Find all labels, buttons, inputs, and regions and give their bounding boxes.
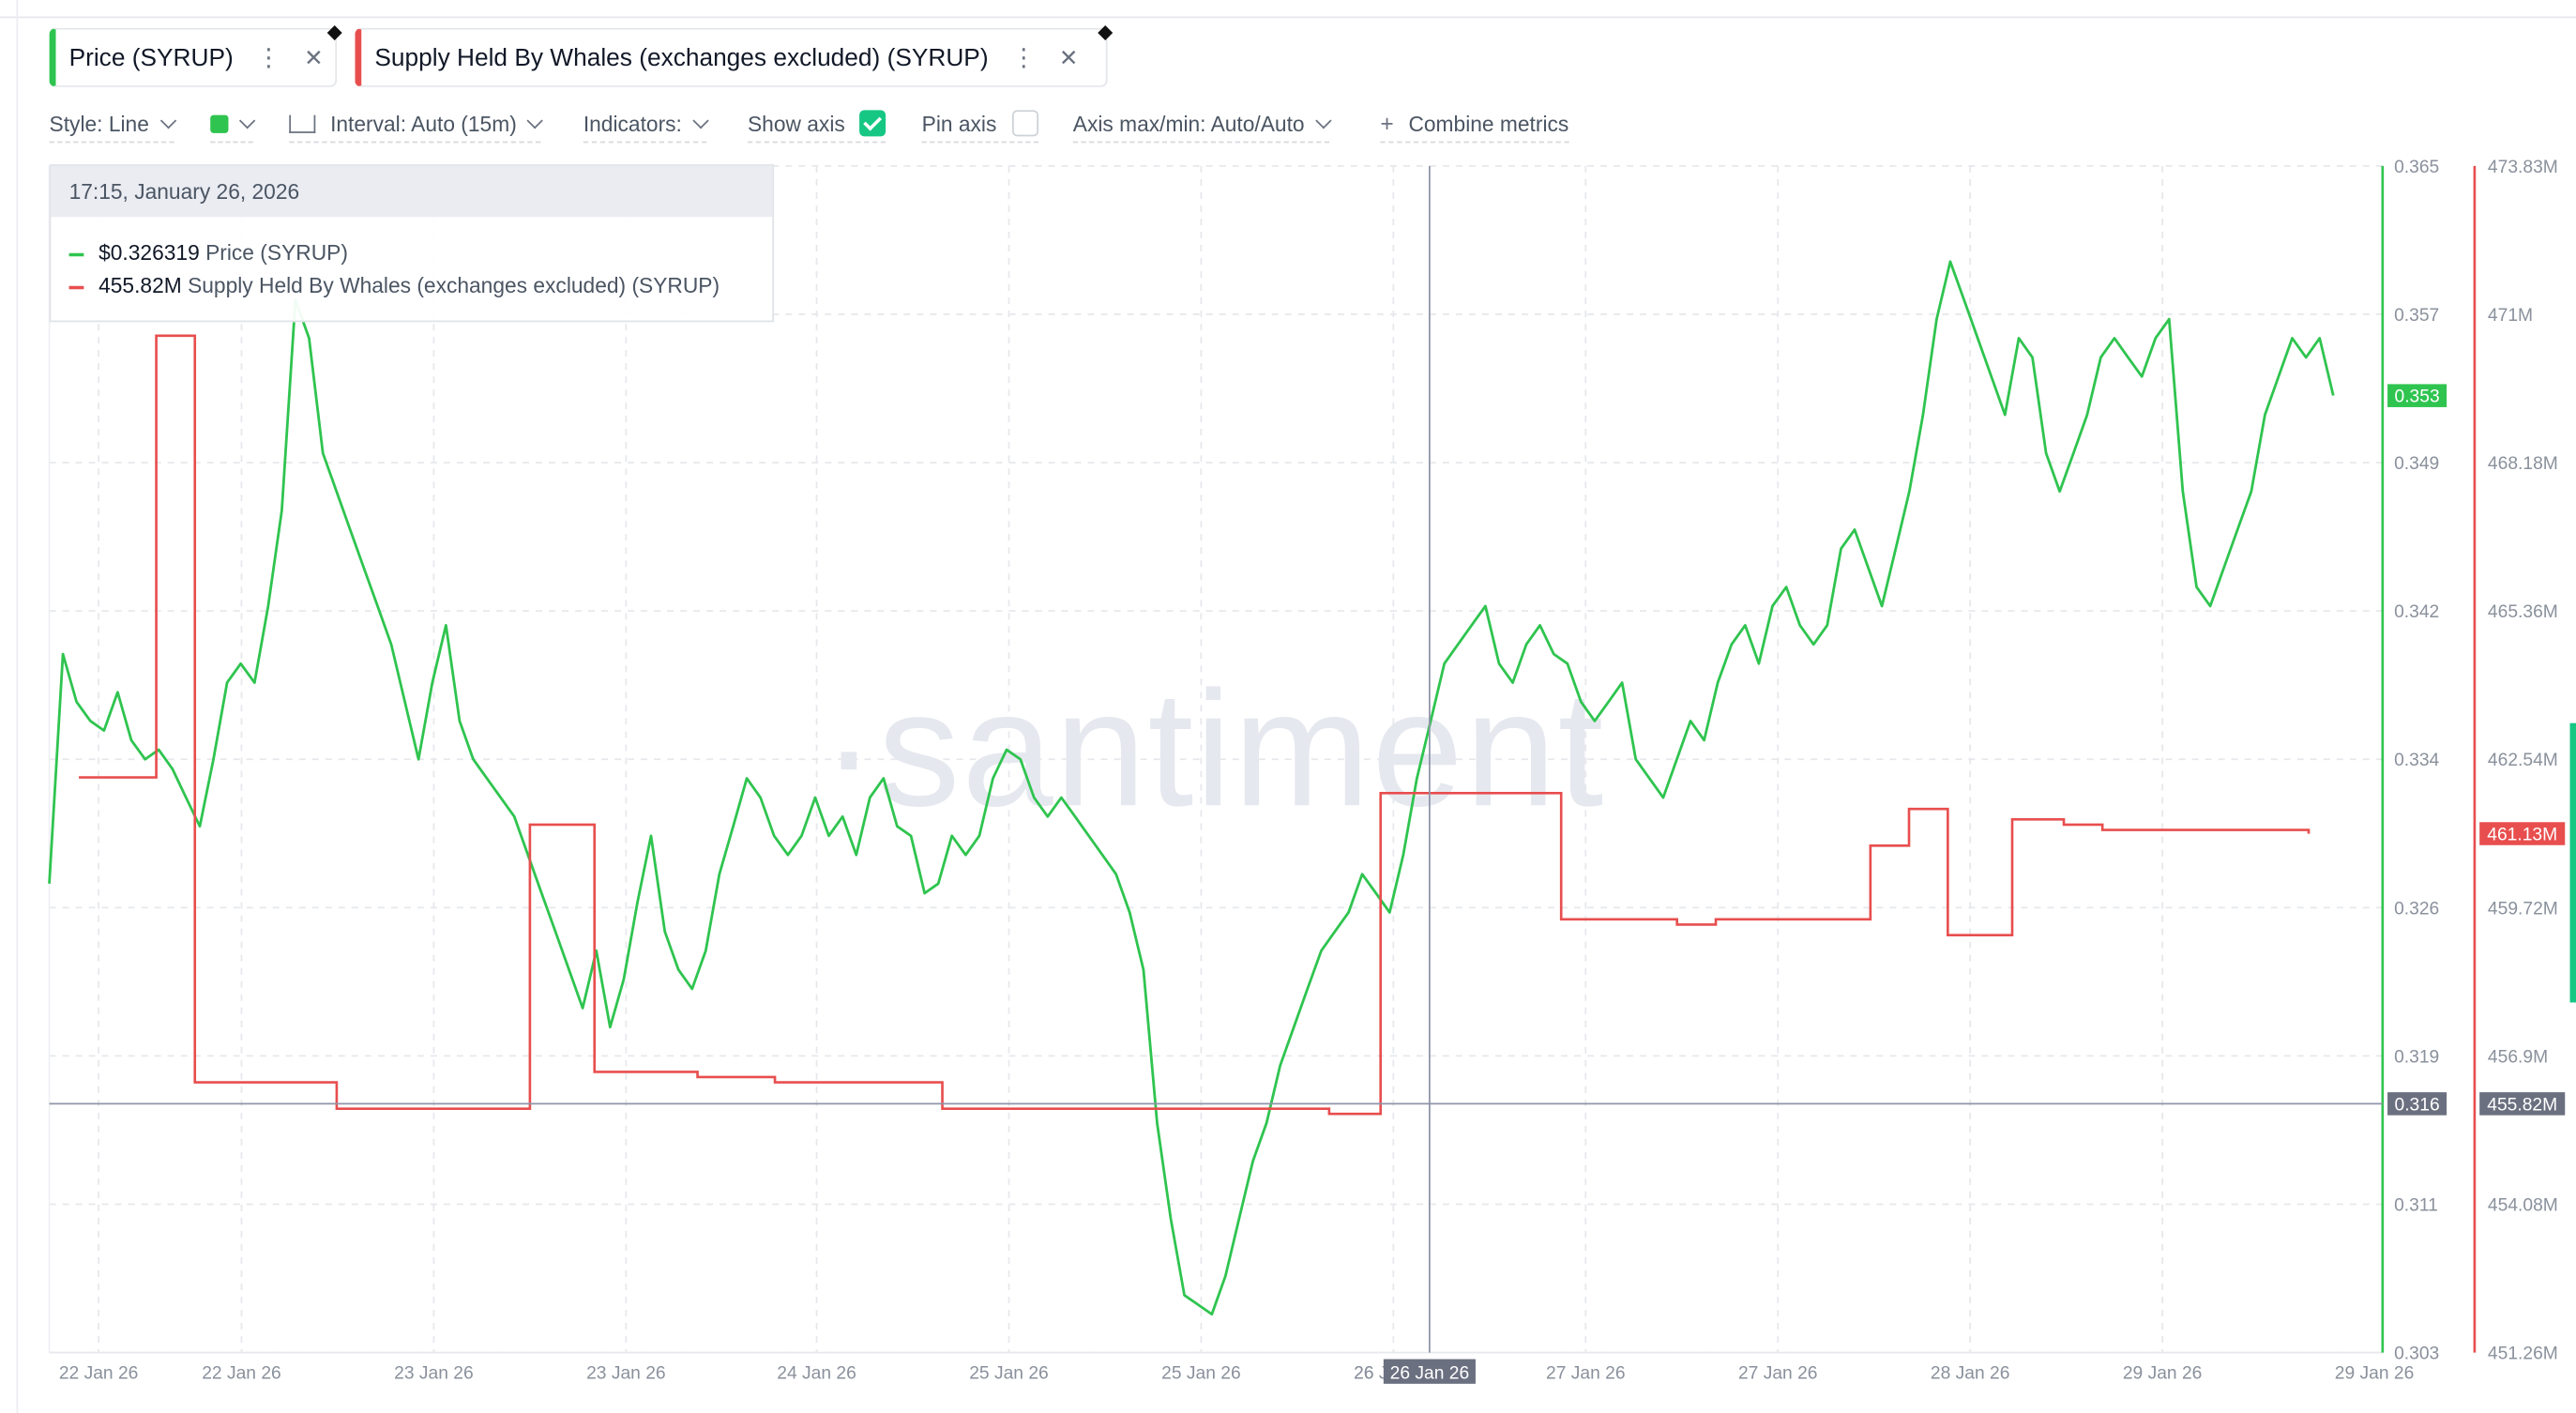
y-right-tick: 462.54M xyxy=(2488,751,2558,770)
ruler-icon xyxy=(289,114,316,133)
tooltip-row-price: $0.326319 Price (SYRUP) xyxy=(68,239,348,266)
plus-icon: + xyxy=(1380,110,1394,137)
show-axis-checkbox[interactable] xyxy=(859,110,886,137)
indicators-label: Indicators: xyxy=(583,111,682,136)
pin-axis-checkbox[interactable] xyxy=(1011,110,1038,137)
indicators-dropdown[interactable]: Indicators: xyxy=(583,105,709,144)
price-series-line xyxy=(48,260,2335,1316)
show-axis-toggle[interactable]: Show axis xyxy=(747,105,886,144)
ethereum-icon: ◆ xyxy=(1098,20,1114,43)
pin-axis-toggle[interactable]: Pin axis xyxy=(921,105,1038,144)
y-left-tick: 0.326 xyxy=(2394,899,2439,919)
pin-axis-label: Pin axis xyxy=(921,111,997,136)
y-left-tick: 0.334 xyxy=(2394,751,2439,770)
y-left-tick: 0.311 xyxy=(2394,1195,2438,1215)
price-last-value: 0.353 xyxy=(2395,387,2440,407)
y-right-tick: 451.26M xyxy=(2488,1345,2558,1364)
x-tick: 27 Jan 26 xyxy=(1738,1364,1818,1384)
x-tick: 23 Jan 26 xyxy=(394,1364,474,1384)
combine-metrics-label: Combine metrics xyxy=(1408,111,1569,136)
hover-tooltip: 17:15, January 26, 2026 $0.326319 Price … xyxy=(49,164,775,323)
x-tick: 28 Jan 26 xyxy=(1931,1364,2010,1384)
interval-label: Interval: Auto (15m) xyxy=(330,111,517,136)
y-left-tick: 0.349 xyxy=(2394,454,2439,474)
crosshair-x-badge xyxy=(1383,1359,1476,1384)
metric-chip-price[interactable]: Price (SYRUP) ⋮ ✕ xyxy=(49,27,338,87)
metric-chip-whales[interactable]: Supply Held By Whales (exchanges exclude… xyxy=(355,27,1108,87)
left-divider xyxy=(16,0,19,1413)
x-tick: 23 Jan 26 xyxy=(586,1364,666,1384)
style-label: Style: Line xyxy=(49,111,149,136)
crosshair-x-label: 26 Jan 26 xyxy=(1390,1364,1470,1384)
tooltip-whales-value: 455.82M xyxy=(98,272,182,298)
y-right-tick: 471M xyxy=(2488,306,2533,326)
x-tick: 29 Jan 26 xyxy=(2123,1364,2203,1384)
crosshair-price-label: 0.316 xyxy=(2395,1095,2440,1115)
color-swatch xyxy=(210,114,229,133)
chart-axes: 0.365 0.357 0.349 0.342 0.334 0.326 0.319 0.311… xyxy=(49,158,2576,1384)
whales-series-line xyxy=(79,334,2311,1116)
axis-maxmin-dropdown[interactable]: Axis max/min: Auto/Auto xyxy=(1072,105,1332,144)
metric-chip-label: Supply Held By Whales (exchanges exclude… xyxy=(374,43,989,72)
crosshair-whales-label: 455.82M xyxy=(2487,1095,2557,1115)
tooltip-time: 17:15, January 26, 2026 xyxy=(51,165,773,218)
x-tick: 25 Jan 26 xyxy=(969,1364,1049,1384)
close-icon[interactable]: ✕ xyxy=(1058,43,1079,70)
whales-legend-dash xyxy=(68,285,84,289)
interval-dropdown[interactable]: Interval: Auto (15m) xyxy=(289,105,544,144)
show-axis-label: Show axis xyxy=(747,111,845,136)
chart-series xyxy=(48,260,2335,1316)
y-right-tick: 456.9M xyxy=(2488,1047,2548,1067)
x-tick: 27 Jan 26 xyxy=(1546,1364,1626,1384)
tooltip-price-value: $0.326319 xyxy=(98,239,200,266)
santiment-watermark: ·santiment xyxy=(822,657,1605,841)
ethereum-icon: ◆ xyxy=(326,20,342,43)
x-tick: 22 Jan 26 xyxy=(59,1364,139,1384)
close-icon[interactable]: ✕ xyxy=(304,43,324,70)
y-right-tick: 473.83M xyxy=(2488,158,2558,177)
crosshair-whales-badge xyxy=(2479,1092,2566,1116)
tooltip-row-whales: 455.82M Supply Held By Whales (exchanges… xyxy=(68,272,720,298)
x-tick: 22 Jan 26 xyxy=(202,1364,281,1384)
y-left-tick: 0.319 xyxy=(2394,1047,2439,1067)
tooltip-price-label: Price (SYRUP) xyxy=(205,239,348,266)
y-left-tick: 0.357 xyxy=(2394,306,2439,326)
side-scroll-indicator xyxy=(2569,722,2576,1003)
y-left-tick: 0.342 xyxy=(2394,602,2439,622)
x-tick: 25 Jan 26 xyxy=(1161,1364,1241,1384)
x-tick-partial: 26 xyxy=(1354,1364,1373,1384)
whales-last-value: 461.13M xyxy=(2487,826,2557,845)
top-divider xyxy=(0,16,2576,19)
y-right-tick: 454.08M xyxy=(2488,1195,2558,1215)
x-tick: 29 Jan 26 xyxy=(2335,1364,2415,1384)
color-picker[interactable] xyxy=(210,105,256,144)
whales-last-badge xyxy=(2479,822,2566,845)
price-legend-dash xyxy=(68,251,84,256)
y-left-tick: 0.303 xyxy=(2394,1345,2439,1364)
tooltip-whales-label: Supply Held By Whales (exchanges exclude… xyxy=(188,272,720,298)
crosshair-price-badge xyxy=(2387,1092,2447,1116)
y-right-tick: 468.18M xyxy=(2488,454,2558,474)
more-vertical-icon[interactable]: ⋮ xyxy=(1011,44,1037,73)
crosshair: 26 Jan 26 0.316 455.82M xyxy=(49,165,2566,1384)
price-last-badge xyxy=(2387,384,2447,407)
combine-metrics-button[interactable]: + Combine metrics xyxy=(1380,105,1569,144)
y-right-tick: 459.72M xyxy=(2488,899,2558,919)
more-vertical-icon[interactable]: ⋮ xyxy=(256,44,281,73)
metric-chip-label: Price (SYRUP) xyxy=(68,43,234,72)
chart-grid xyxy=(48,165,2383,1354)
y-left-tick: 0.365 xyxy=(2394,158,2439,177)
style-dropdown[interactable]: Style: Line xyxy=(49,105,176,144)
axis-maxmin-label: Axis max/min: Auto/Auto xyxy=(1072,111,1305,136)
x-tick: 24 Jan 26 xyxy=(777,1364,856,1384)
y-right-tick: 465.36M xyxy=(2488,602,2558,622)
